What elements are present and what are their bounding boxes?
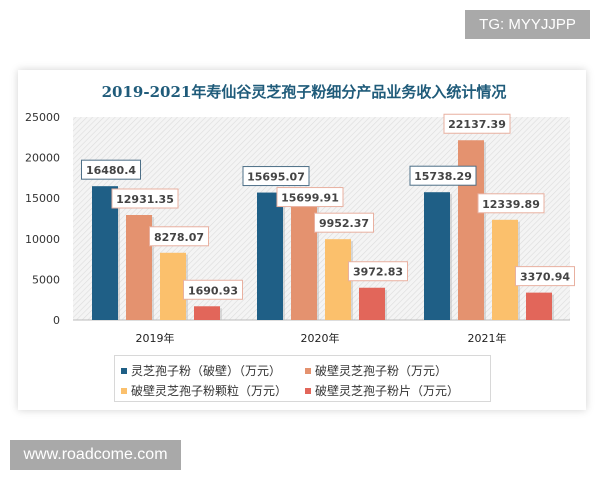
y-tick-label: 10000 [25, 233, 60, 246]
bar [325, 239, 351, 320]
legend-label: 破壁灵芝孢子粉（万元） [315, 364, 448, 378]
watermark-top: TG: MYYJJPP [465, 10, 590, 39]
y-tick-label: 15000 [25, 192, 60, 205]
legend-item: 破壁灵芝孢子粉（万元） [305, 362, 447, 379]
bar [526, 292, 552, 320]
y-tick-label: 25000 [25, 111, 60, 124]
data-label: 16480.4 [86, 164, 136, 177]
data-label: 9952.37 [319, 217, 369, 230]
data-label: 12931.35 [116, 193, 174, 206]
data-label: 22137.39 [448, 118, 506, 131]
data-label-box [149, 226, 209, 247]
data-label: 3972.83 [353, 266, 403, 279]
y-tick-label: 0 [53, 314, 60, 327]
bar [424, 192, 450, 320]
data-label: 3370.94 [520, 271, 570, 284]
y-tick-label: 5000 [32, 273, 60, 286]
watermark-bottom: www.roadcome.com [10, 440, 181, 470]
legend-swatch [305, 387, 311, 394]
bar [359, 287, 385, 320]
bar [492, 219, 518, 320]
legend-label: 灵芝孢子粉（破壁）（万元） [131, 364, 282, 378]
data-label-box [515, 266, 575, 287]
legend-swatch [121, 387, 127, 394]
data-label: 15699.91 [281, 192, 339, 205]
legend-label: 破壁灵芝孢子粉颗粒（万元） [131, 384, 288, 398]
legend-label: 破壁灵芝孢子粉片（万元） [315, 384, 460, 398]
y-tick-label: 20000 [25, 152, 60, 165]
data-label-box [477, 193, 545, 214]
data-label: 15695.07 [247, 171, 305, 184]
data-label-box [314, 212, 374, 233]
legend-swatch [121, 367, 127, 374]
data-label: 12339.89 [482, 198, 540, 211]
bar [160, 252, 186, 320]
x-tick-label: 2021年 [468, 331, 507, 345]
data-label-box [276, 187, 344, 208]
data-label: 15738.29 [414, 170, 472, 183]
data-label: 1690.93 [188, 284, 238, 297]
chart-title: 2019-2021年寿仙谷灵芝孢子粉细分产品业务收入统计情况 [102, 83, 507, 101]
bar [126, 214, 152, 320]
legend-item: 破壁灵芝孢子粉片（万元） [305, 382, 459, 399]
bar [194, 306, 220, 320]
x-tick-label: 2020年 [301, 331, 340, 345]
data-label: 8278.07 [154, 231, 204, 244]
data-label-box [409, 165, 477, 186]
data-label-box [111, 188, 179, 209]
data-label-box [443, 113, 511, 134]
data-label-box [81, 159, 141, 180]
x-tick-label: 2019年 [136, 331, 175, 345]
bar [257, 192, 283, 320]
data-label-box [348, 261, 408, 282]
legend-swatch [305, 367, 311, 374]
data-label-box [183, 279, 243, 300]
legend-item: 破壁灵芝孢子粉颗粒（万元） [121, 382, 287, 399]
legend-item: 灵芝孢子粉（破壁）（万元） [121, 362, 281, 379]
data-label-box [242, 166, 310, 187]
bar [291, 192, 317, 320]
legend: 灵芝孢子粉（破壁）（万元） 破壁灵芝孢子粉（万元） 破壁灵芝孢子粉颗粒（万元） … [114, 355, 491, 402]
